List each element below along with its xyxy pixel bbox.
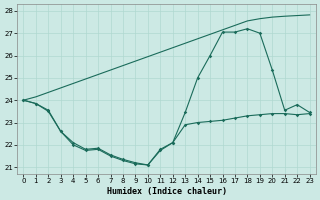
X-axis label: Humidex (Indice chaleur): Humidex (Indice chaleur) xyxy=(107,187,227,196)
